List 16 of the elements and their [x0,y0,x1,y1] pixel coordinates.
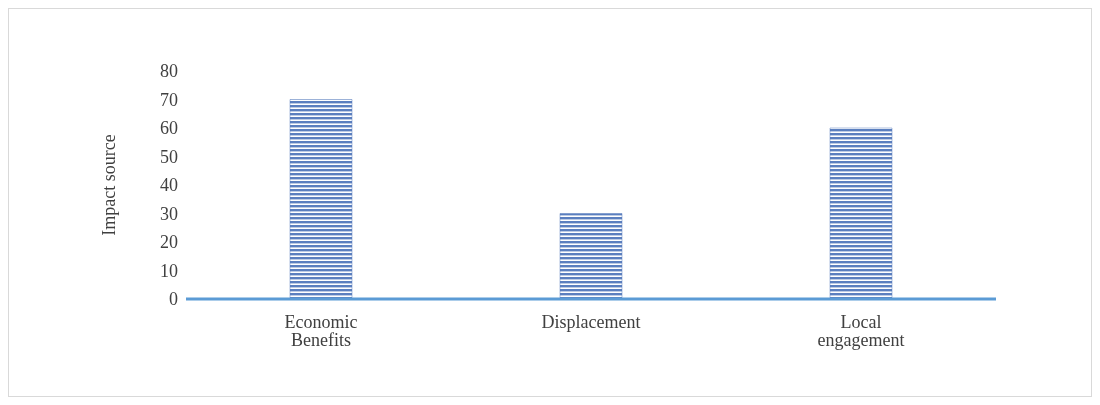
y-axis-title: Impact source [99,134,120,236]
y-tick-label: 30 [160,203,178,224]
y-tick-label: 40 [160,175,178,196]
y-tick-label: 20 [160,232,178,253]
y-tick-label: 50 [160,146,178,167]
x-tick-label: Local engagement [817,311,905,350]
bar [829,127,893,299]
y-tick-label: 70 [160,89,178,110]
bar [289,99,353,299]
y-tick-label: 0 [169,289,178,310]
y-tick-label: 80 [160,61,178,82]
y-tick-label: 10 [160,260,178,281]
x-tick-label: Displacement [541,311,641,332]
bar [559,213,623,299]
x-tick-label: Economic Benefits [284,311,358,350]
y-tick-label: 60 [160,118,178,139]
